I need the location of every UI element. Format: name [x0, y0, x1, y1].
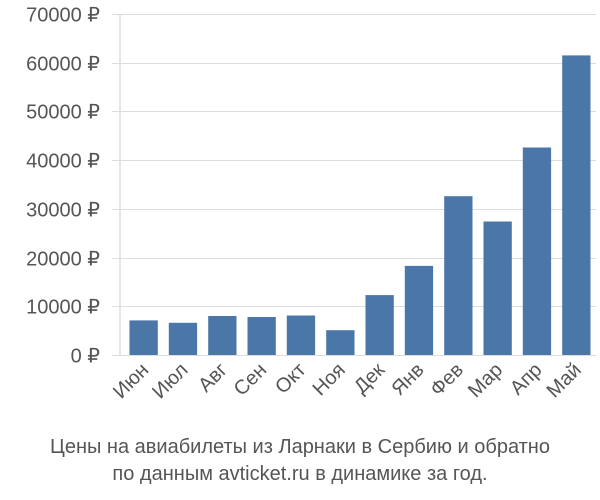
bar-Сен — [247, 317, 276, 355]
bars — [129, 55, 591, 356]
chart-caption-line-2: по данным avticket.ru в динамике за год. — [112, 463, 488, 485]
bar-Апр — [522, 147, 552, 355]
bar-Фев — [444, 196, 473, 355]
x-category-label: Сен — [230, 359, 271, 400]
bar-Июн — [129, 320, 158, 355]
y-axis-ticks: 0 ₽ 10000 ₽ 20000 ₽ 30000 ₽ 40000 ₽ 50000 ₽ 60… — [26, 5, 100, 368]
chart-caption-line-1: Цены на авиабилеты из Ларнаки в Сербию и… — [50, 436, 550, 458]
y-tick-label: 0 ₽ — [71, 346, 101, 368]
x-category-label: Янв — [387, 359, 428, 400]
x-category-label: Мар — [464, 359, 507, 402]
bar-Ноя — [326, 330, 355, 355]
bar-Авг — [208, 316, 237, 355]
y-tick-label: 30000 ₽ — [26, 200, 100, 222]
y-tick-label: 40000 ₽ — [26, 151, 100, 173]
y-tick-label: 10000 ₽ — [26, 297, 100, 319]
x-category-label: Окт — [271, 359, 310, 398]
bar-Июл — [168, 322, 198, 355]
x-category-label: Ноя — [309, 359, 350, 400]
bar-Окт — [286, 315, 316, 355]
x-category-label: Май — [543, 359, 586, 402]
bar-chart: 0 ₽ 10000 ₽ 20000 ₽ 30000 ₽ 40000 ₽ 50000 ₽ 60… — [26, 5, 596, 403]
x-category-label: Июл — [148, 359, 192, 403]
x-category-label: Авг — [194, 359, 232, 397]
y-tick-label: 50000 ₽ — [26, 102, 100, 124]
x-category-label: Апр — [506, 359, 547, 400]
x-category-label: Дек — [350, 359, 389, 398]
x-category-label: Фев — [426, 359, 468, 401]
bar-Мар — [483, 221, 512, 355]
bar-Май — [562, 55, 591, 356]
x-category-label: Июн — [109, 359, 153, 403]
y-tick-label: 70000 ₽ — [26, 5, 100, 27]
bar-Дек — [365, 295, 394, 355]
y-tick-label: 60000 ₽ — [26, 54, 100, 76]
y-tick-label: 20000 ₽ — [26, 249, 100, 271]
bar-Янв — [404, 265, 434, 355]
gridlines — [112, 14, 596, 356]
